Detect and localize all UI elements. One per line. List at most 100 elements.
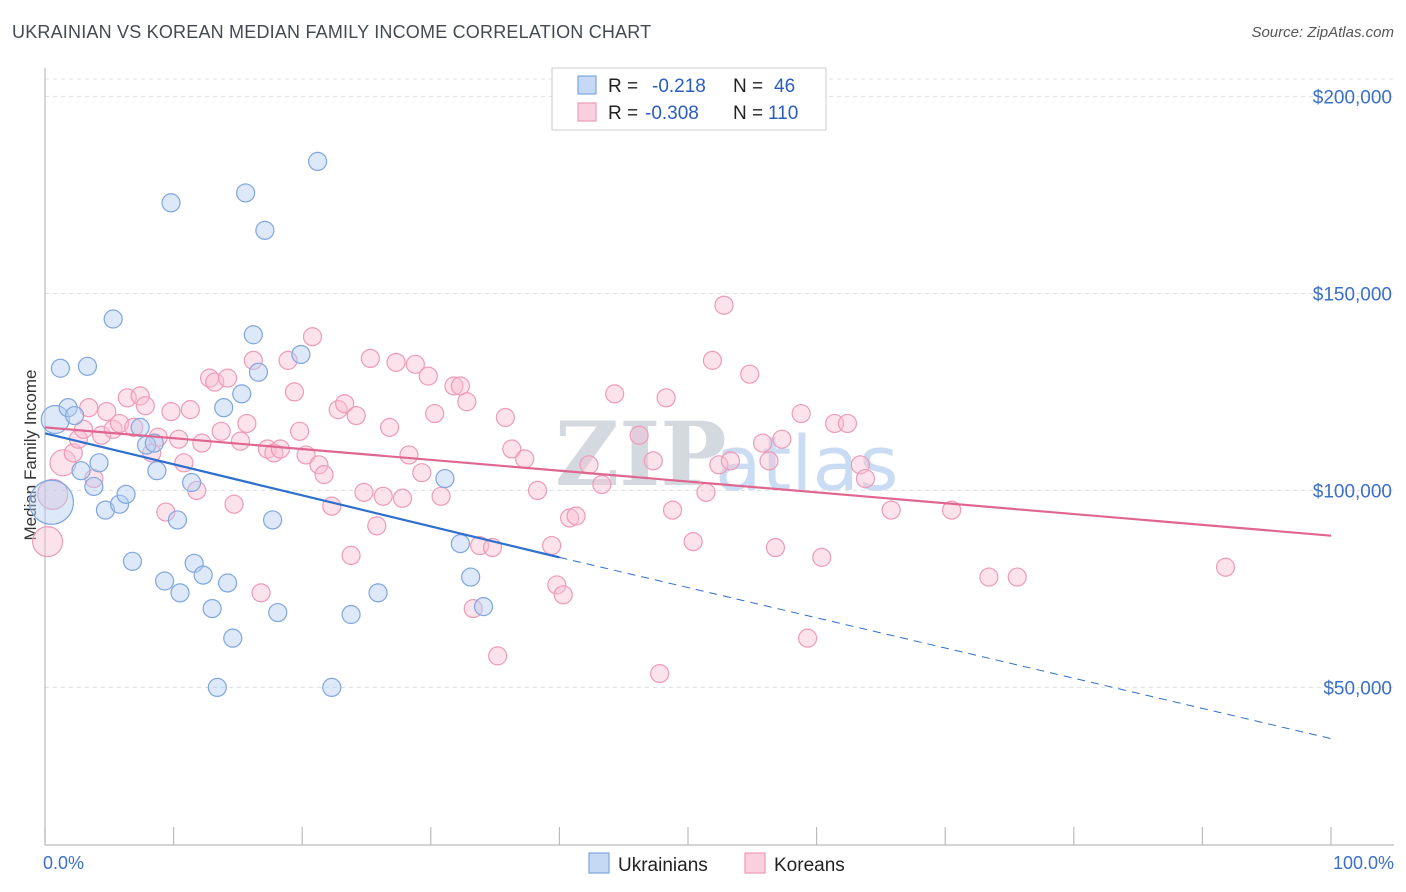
korean-point-69 [495, 407, 515, 428]
korean-point-61 [431, 486, 451, 506]
ukrainian-point-17 [147, 461, 167, 481]
legend-swatch-koreans-bottom [744, 852, 766, 874]
axes [44, 68, 1394, 846]
ukrainian-point-24 [193, 565, 213, 585]
series-legend: Ukrainians Koreans [588, 852, 845, 876]
legend-swatch-koreans [577, 102, 597, 122]
korean-point-41 [302, 327, 323, 347]
legend-n-label-1: N = [733, 76, 763, 97]
trend-line-koreans [44, 426, 1332, 537]
korean-point-91 [720, 451, 741, 471]
korean-point-1 [37, 478, 69, 510]
tick-labels: $50,000 $100,000 $150,000 $200,000 0.0% 100.0… [43, 87, 1394, 873]
korean-point-56 [399, 445, 419, 465]
korean-point-75 [553, 585, 573, 605]
y-axis-label: Median Family Income [21, 369, 40, 540]
legend-r-label-1: R = [608, 76, 638, 97]
korean-point-81 [629, 425, 649, 445]
korean-point-89 [709, 455, 729, 475]
ukrainian-point-42 [435, 468, 455, 489]
korean-point-68 [488, 646, 508, 666]
ukrainian-point-40 [341, 604, 361, 625]
korean-point-104 [881, 500, 901, 520]
ukrainian-point-32 [243, 325, 263, 345]
korean-point-47 [341, 545, 361, 566]
korean-point-30 [230, 431, 251, 451]
korean-point-84 [656, 388, 676, 408]
korean-point-32 [243, 350, 263, 370]
korean-point-49 [354, 482, 374, 502]
ukrainian-point-20 [167, 510, 188, 530]
korean-point-11 [109, 413, 130, 434]
ukrainian-point-45 [473, 597, 494, 617]
korean-point-39 [290, 421, 310, 441]
korean-point-92 [740, 364, 760, 384]
korean-point-62 [444, 376, 464, 396]
legend-r-value-1: -0.218 [652, 76, 706, 97]
x-tick-label-0: 0.0% [43, 853, 84, 873]
korean-point-13 [124, 417, 144, 437]
ukrainian-point-22 [182, 472, 202, 493]
ukrainian-point-19 [161, 193, 181, 213]
ukrainian-point-5 [71, 461, 91, 481]
korean-point-22 [180, 400, 200, 420]
korean-point-72 [527, 480, 548, 500]
korean-point-95 [765, 537, 786, 558]
trend-line-ukrainians [44, 432, 560, 559]
ukrainian-point-43 [450, 533, 470, 554]
korean-point-88 [702, 350, 723, 370]
ukrainian-point-18 [154, 571, 175, 591]
korean-point-14 [130, 386, 150, 406]
korean-point-19 [161, 402, 181, 422]
korean-point-18 [156, 502, 176, 522]
legend-n-value-1: 46 [774, 76, 795, 97]
korean-point-74 [547, 575, 567, 595]
legend-r-label-2: R = [608, 103, 638, 124]
korean-point-31 [237, 413, 257, 434]
ukrainian-point-2 [50, 358, 71, 378]
ukrainian-point-12 [116, 484, 136, 504]
y-tick-label-1: $100,000 [1313, 481, 1392, 502]
korean-point-79 [592, 474, 612, 495]
korean-point-87 [696, 482, 716, 502]
korean-point-0 [31, 526, 64, 558]
ukrainian-point-16 [144, 433, 164, 453]
gridlines [45, 78, 1394, 688]
ukrainian-point-11 [109, 494, 130, 514]
korean-point-101 [837, 413, 858, 434]
korean-point-24 [192, 433, 212, 453]
korean-point-71 [515, 449, 535, 469]
ukrainian-point-36 [268, 602, 288, 623]
korean-point-60 [425, 403, 445, 424]
korean-point-108 [1215, 557, 1236, 577]
korean-point-97 [791, 403, 811, 424]
x-tick-label-1: 100.0% [1333, 853, 1394, 873]
ukrainian-point-10 [103, 309, 123, 329]
y-tick-label-2: $150,000 [1313, 284, 1392, 305]
ukrainian-point-29 [223, 628, 243, 648]
korean-point-105 [942, 500, 962, 520]
korean-point-83 [650, 664, 670, 684]
ukrainian-point-9 [95, 500, 116, 520]
korean-point-52 [373, 486, 393, 506]
korean-point-26 [205, 372, 225, 392]
watermark-atlas: atlas [715, 419, 899, 508]
korean-point-43 [314, 465, 334, 485]
korean-point-94 [759, 451, 779, 471]
korean-point-93 [752, 433, 773, 453]
korean-point-54 [386, 352, 406, 372]
korean-point-50 [360, 348, 380, 369]
legend-r-value-2: -0.308 [645, 103, 699, 124]
ukrainian-point-1 [40, 404, 70, 435]
korean-point-86 [683, 532, 703, 552]
korean-point-9 [97, 402, 117, 422]
ukrainian-point-33 [248, 362, 269, 382]
ukrainian-point-26 [207, 677, 227, 698]
y-tick-label-3: $200,000 [1313, 87, 1392, 108]
ukrainian-point-41 [368, 583, 388, 603]
ukrainian-point-6 [77, 356, 98, 376]
legend-label-koreans: Koreans [774, 855, 845, 876]
y-tick-label-0: $50,000 [1323, 678, 1392, 699]
ukrainian-point-44 [461, 567, 481, 587]
ukrainian-point-3 [58, 398, 78, 418]
